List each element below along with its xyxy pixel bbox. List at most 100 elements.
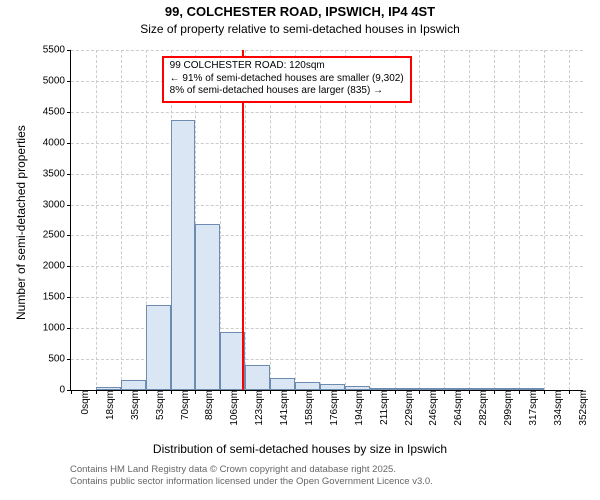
histogram-bar [171, 120, 196, 390]
ytick-label: 4500 [43, 106, 71, 117]
xtick-mark [395, 390, 396, 394]
annotation-line-3: 8% of semi-detached houses are larger (8… [170, 85, 404, 98]
gridline-v [569, 50, 570, 390]
x-axis-label: Distribution of semi-detached houses by … [0, 442, 600, 456]
gridline-h [71, 143, 583, 144]
ytick-label: 500 [48, 354, 71, 365]
xtick-mark [96, 390, 97, 394]
histogram-bar [245, 365, 270, 390]
xtick-mark [444, 390, 445, 394]
xtick-mark [220, 390, 221, 394]
xtick-mark [245, 390, 246, 394]
xtick-label: 158sqm [298, 390, 315, 426]
y-axis-label: Number of semi-detached properties [14, 125, 28, 320]
xtick-label: 35sqm [124, 390, 141, 420]
xtick-label: 317sqm [522, 390, 539, 426]
xtick-mark [519, 390, 520, 394]
ytick-label: 0 [59, 385, 71, 396]
xtick-mark [494, 390, 495, 394]
ytick-label: 2500 [43, 230, 71, 241]
gridline-v [544, 50, 545, 390]
gridline-v [121, 50, 122, 390]
xtick-mark [121, 390, 122, 394]
xtick-mark [146, 390, 147, 394]
xtick-label: 70sqm [174, 390, 191, 420]
histogram-bar [469, 388, 494, 390]
gridline-h [71, 205, 583, 206]
xtick-label: 18sqm [99, 390, 116, 420]
chart-subtitle: Size of property relative to semi-detach… [0, 22, 600, 36]
xtick-label: 211sqm [373, 390, 390, 425]
gridline-v [96, 50, 97, 390]
xtick-mark [345, 390, 346, 394]
xtick-mark [171, 390, 172, 394]
xtick-label: 141sqm [273, 390, 290, 426]
gridline-v [444, 50, 445, 390]
xtick-label: 299sqm [497, 390, 514, 426]
xtick-label: 176sqm [323, 390, 340, 426]
xtick-mark [71, 390, 72, 394]
xtick-label: 282sqm [472, 390, 489, 426]
xtick-mark [295, 390, 296, 394]
gridline-h [71, 266, 583, 267]
ytick-label: 5000 [43, 75, 71, 86]
chart-title: 99, COLCHESTER ROAD, IPSWICH, IP4 4ST [0, 4, 600, 19]
gridline-h [71, 235, 583, 236]
xtick-mark [370, 390, 371, 394]
xtick-label: 264sqm [447, 390, 464, 426]
ytick-label: 3500 [43, 168, 71, 179]
annotation-line-1: 99 COLCHESTER ROAD: 120sqm [170, 60, 404, 73]
gridline-h [71, 50, 583, 51]
histogram-bar [270, 378, 295, 390]
histogram-bar [419, 388, 444, 390]
histogram-bar [444, 388, 469, 390]
histogram-bar [121, 380, 146, 390]
footer-line-1: Contains HM Land Registry data © Crown c… [70, 464, 433, 476]
xtick-mark [320, 390, 321, 394]
histogram-bar [96, 387, 121, 390]
xtick-mark [419, 390, 420, 394]
gridline-h [71, 112, 583, 113]
xtick-label: 0sqm [74, 390, 91, 414]
gridline-v [519, 50, 520, 390]
gridline-h [71, 297, 583, 298]
histogram-bar [519, 388, 544, 390]
ytick-label: 3000 [43, 199, 71, 210]
xtick-mark [469, 390, 470, 394]
xtick-label: 106sqm [223, 390, 240, 426]
chart-footer: Contains HM Land Registry data © Crown c… [70, 464, 433, 489]
footer-line-2: Contains public sector information licen… [70, 476, 433, 488]
histogram-bar [146, 305, 171, 390]
xtick-mark [569, 390, 570, 394]
histogram-bar [320, 384, 345, 390]
histogram-bar [395, 388, 420, 390]
xtick-label: 334sqm [547, 390, 564, 426]
xtick-mark [195, 390, 196, 394]
histogram-bar [345, 386, 370, 390]
ytick-label: 5500 [43, 45, 71, 56]
xtick-label: 229sqm [398, 390, 415, 426]
ytick-label: 1000 [43, 323, 71, 334]
gridline-v [469, 50, 470, 390]
annotation-line-2: ← 91% of semi-detached houses are smalle… [170, 73, 404, 86]
annotation-box: 99 COLCHESTER ROAD: 120sqm← 91% of semi-… [162, 56, 412, 103]
gridline-v [494, 50, 495, 390]
histogram-bar [295, 382, 320, 390]
histogram-bar [370, 388, 395, 390]
ytick-label: 2000 [43, 261, 71, 272]
xtick-mark [270, 390, 271, 394]
histogram-bar [494, 388, 519, 390]
xtick-label: 123sqm [248, 390, 265, 426]
histogram-bar [195, 224, 220, 390]
gridline-h [71, 174, 583, 175]
xtick-label: 246sqm [422, 390, 439, 426]
plot-area: 0500100015002000250030003500400045005000… [70, 50, 583, 391]
ytick-label: 4000 [43, 137, 71, 148]
xtick-label: 194sqm [348, 390, 365, 426]
gridline-v [419, 50, 420, 390]
xtick-label: 53sqm [149, 390, 166, 420]
xtick-label: 352sqm [572, 390, 589, 426]
xtick-label: 88sqm [198, 390, 215, 420]
xtick-mark [544, 390, 545, 394]
ytick-label: 1500 [43, 292, 71, 303]
